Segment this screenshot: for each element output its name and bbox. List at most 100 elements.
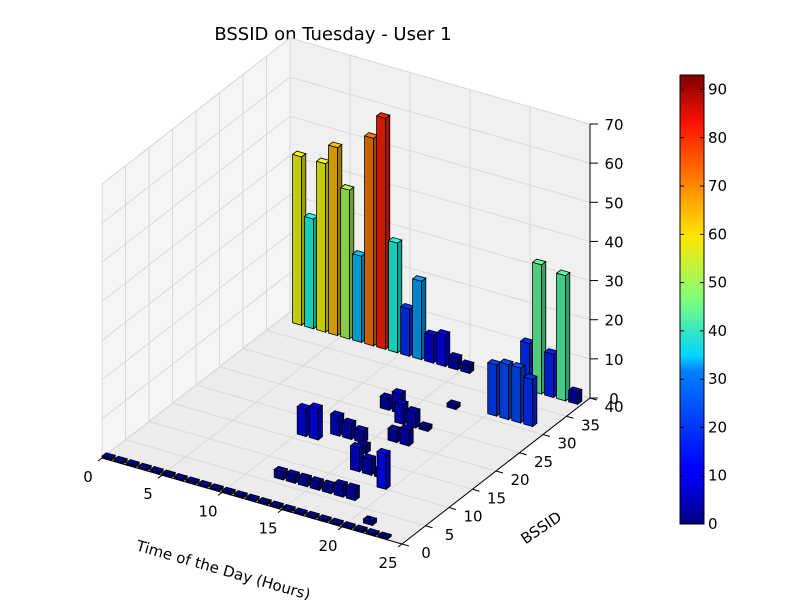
bar-front: [308, 405, 319, 441]
bar-side: [206, 482, 212, 489]
bar-side: [254, 495, 260, 503]
bar-front: [379, 395, 390, 411]
x-tick-label: 25: [378, 554, 397, 572]
bar-front: [412, 278, 423, 361]
bar: [315, 157, 331, 334]
bar-side: [266, 499, 272, 507]
z-tick-label: 30: [604, 273, 623, 291]
chart-title: BSSID on Tuesday - User 1: [214, 24, 451, 45]
tick-mark: [519, 452, 527, 456]
x-axis-label: Time of the Day (Hours): [133, 536, 312, 600]
bar-front: [568, 389, 578, 405]
bar-front: [399, 427, 410, 447]
bar-side: [122, 457, 128, 465]
bar: [555, 269, 571, 402]
y-tick-label: 10: [463, 508, 482, 526]
bar-front: [333, 482, 344, 498]
bar-front: [296, 406, 307, 438]
bar-front: [448, 355, 459, 371]
bar: [459, 359, 475, 375]
bar: [361, 453, 377, 477]
grid-line: [101, 155, 291, 302]
bar: [405, 406, 421, 429]
y-axis-label: BSSID: [517, 508, 564, 548]
bar-side: [469, 361, 475, 375]
bar: [387, 236, 403, 354]
colorbar-tick-label: 0: [708, 515, 718, 533]
bar-side: [455, 401, 461, 411]
bar-front: [342, 420, 353, 441]
grid-line: [148, 421, 450, 508]
bar: [531, 258, 547, 395]
tick-mark: [448, 507, 457, 510]
bar-front: [304, 216, 315, 330]
bar: [543, 348, 559, 399]
bar-front: [387, 427, 398, 444]
bar-front: [345, 485, 356, 502]
bar: [269, 500, 285, 510]
bar-front: [376, 115, 387, 350]
bar: [339, 184, 355, 340]
bar-side: [230, 488, 236, 496]
grid-line: [289, 76, 591, 164]
bar-front: [361, 456, 372, 476]
bar-front: [532, 261, 542, 395]
bar: [291, 150, 307, 327]
bar: [486, 359, 502, 418]
y-tick-label: 30: [557, 435, 576, 453]
grid-line: [101, 76, 291, 224]
bar: [363, 132, 379, 347]
bar-side: [158, 468, 164, 476]
bar: [375, 112, 391, 351]
x-tick-label: 20: [318, 537, 337, 555]
bar: [345, 482, 361, 502]
x-tick-label: 15: [258, 520, 277, 538]
bar-side: [317, 404, 323, 441]
bar-front: [556, 272, 566, 402]
bar-side: [371, 517, 378, 527]
tick-mark: [495, 470, 504, 474]
grid-line: [101, 311, 291, 459]
bar-side: [182, 475, 188, 483]
bar-side: [354, 484, 360, 502]
bar: [399, 302, 415, 358]
bars-group: [101, 112, 583, 541]
grid-line: [125, 439, 426, 527]
bar-side: [146, 464, 152, 472]
bar-side: [365, 441, 371, 455]
tick-mark: [472, 488, 480, 492]
bar: [365, 527, 381, 538]
tick-mark: [425, 525, 433, 529]
bar: [333, 479, 349, 499]
bar: [522, 373, 538, 428]
tick-mark: [101, 457, 403, 545]
grid-line: [101, 233, 291, 381]
bar: [308, 402, 324, 441]
bar-side: [170, 471, 176, 479]
tick-mark: [566, 415, 574, 419]
bar: [376, 447, 392, 491]
bar: [399, 424, 415, 447]
bar: [321, 479, 337, 495]
grid-line: [219, 366, 520, 454]
bar-side: [278, 502, 284, 510]
colorbar: [679, 74, 705, 525]
y-tick-label: 5: [445, 526, 455, 544]
bar-front: [424, 332, 435, 364]
bar-front: [376, 451, 387, 490]
bar-front: [316, 160, 327, 333]
bar-side: [218, 485, 224, 493]
x-tick-label: 0: [83, 468, 93, 486]
z-tick-label: 70: [604, 116, 623, 134]
bar-side: [290, 506, 296, 514]
bar-side: [362, 526, 368, 534]
bar: [353, 424, 369, 444]
z-tick-label: 10: [604, 351, 623, 369]
bar-side: [134, 461, 140, 469]
x-tick-label: 10: [198, 502, 217, 520]
bar: [387, 424, 403, 444]
bar-front: [328, 144, 339, 337]
bar: [303, 212, 319, 330]
x-tick-label: 5: [143, 485, 153, 503]
bar-side: [302, 509, 308, 517]
